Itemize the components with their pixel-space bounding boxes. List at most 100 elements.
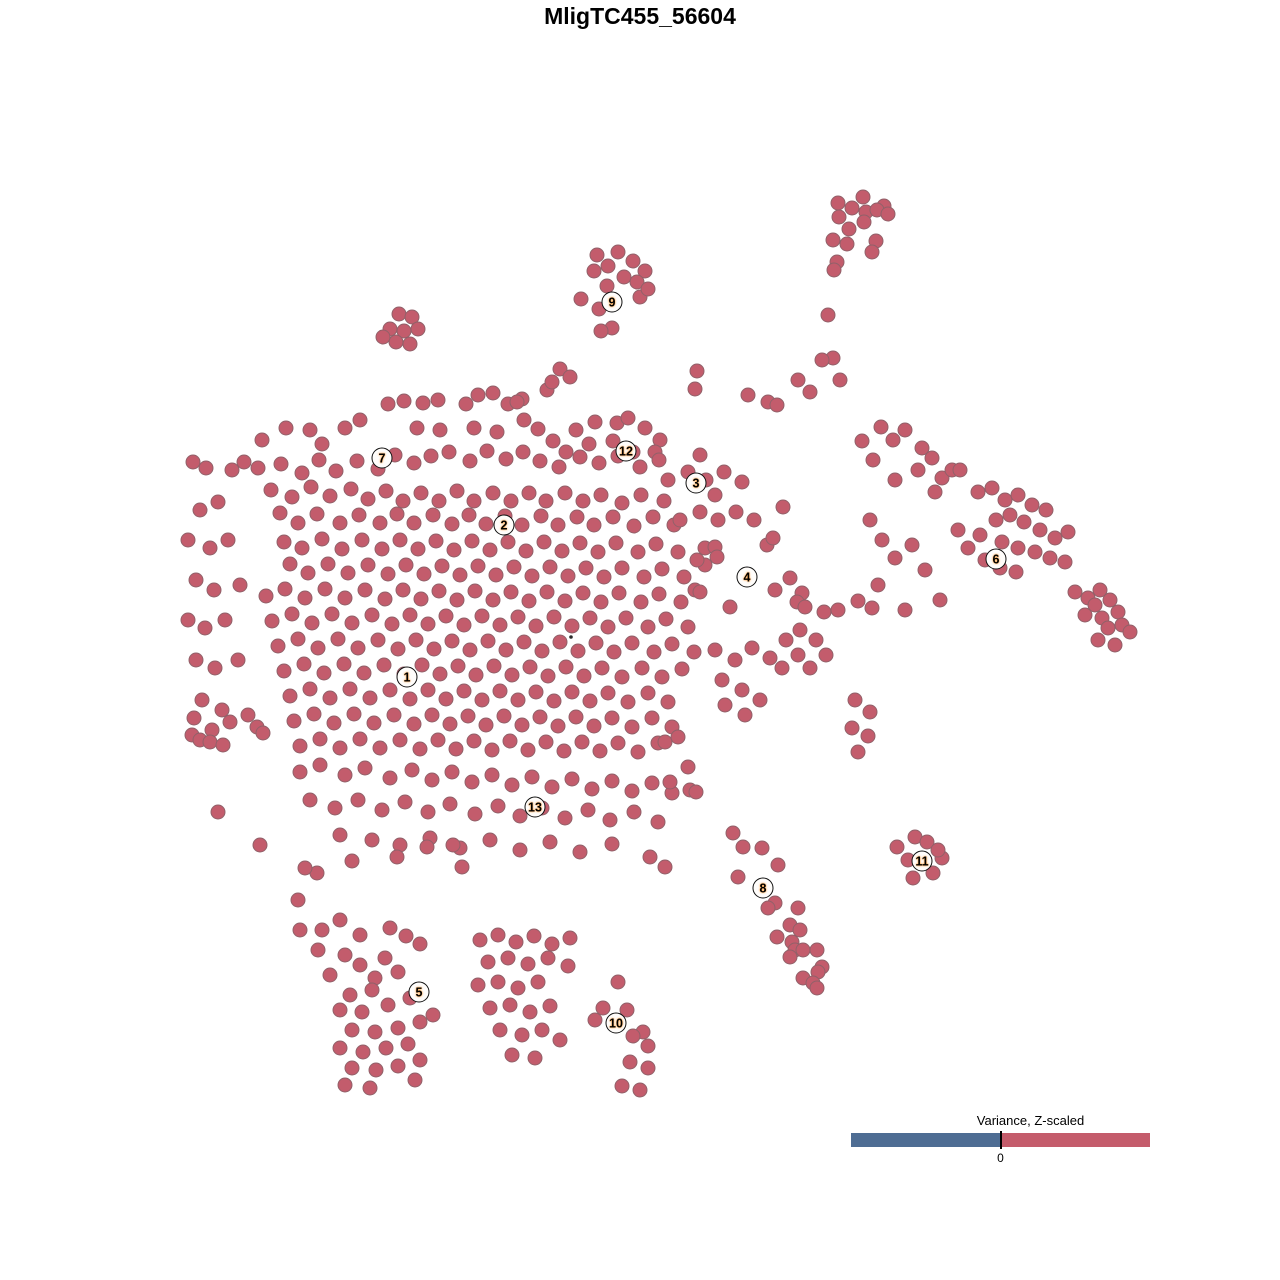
scatter-point: [727, 652, 743, 668]
scatter-point: [584, 781, 600, 797]
scatter-point: [197, 620, 213, 636]
scatter-point: [808, 632, 824, 648]
scatter-point: [431, 583, 447, 599]
scatter-point: [880, 206, 896, 222]
scatter-point: [540, 668, 556, 684]
scatter-point: [1060, 524, 1076, 540]
scatter-point: [528, 618, 544, 634]
scatter-point: [576, 668, 592, 684]
scatter-point: [278, 420, 294, 436]
cluster-label-13: 13: [524, 796, 546, 818]
scatter-point: [616, 269, 632, 285]
scatter-point: [1010, 487, 1026, 503]
scatter-point: [337, 420, 353, 436]
scatter-point: [456, 617, 472, 633]
scatter-point: [630, 744, 646, 760]
scatter-point: [568, 422, 584, 438]
scatter-point: [722, 599, 738, 615]
scatter-point: [830, 195, 846, 211]
scatter-point: [364, 607, 380, 623]
scatter-point: [625, 1028, 641, 1044]
scatter-point: [516, 412, 532, 428]
scatter-point: [456, 683, 472, 699]
scatter-point: [619, 1002, 635, 1018]
scatter-point: [569, 509, 585, 525]
scatter-point: [485, 592, 501, 608]
scatter-point: [556, 743, 572, 759]
scatter-point: [312, 757, 328, 773]
scatter-point: [376, 657, 392, 673]
scatter-point: [449, 592, 465, 608]
scatter-point: [626, 518, 642, 534]
scatter-point: [466, 493, 482, 509]
scatter-point: [390, 641, 406, 657]
scatter-point: [324, 606, 340, 622]
scatter-point: [648, 536, 664, 552]
scatter-point: [413, 485, 429, 501]
scatter-point: [430, 732, 446, 748]
scatter-point: [344, 1022, 360, 1038]
scatter-point: [490, 927, 506, 943]
scatter-point: [336, 656, 352, 672]
scatter-point: [1067, 584, 1083, 600]
scatter-point: [1110, 604, 1126, 620]
scatter-point: [730, 869, 746, 885]
scatter-point: [478, 717, 494, 733]
scatter-point: [506, 559, 522, 575]
scatter-point: [527, 1050, 543, 1066]
scatter-point: [737, 707, 753, 723]
scatter-point: [282, 688, 298, 704]
scatter-point: [454, 859, 470, 875]
scatter-point: [492, 683, 508, 699]
scatter-point: [1087, 597, 1103, 613]
scatter-point: [728, 504, 744, 520]
cluster-label-2: 2: [493, 514, 515, 536]
scatter-point: [854, 433, 870, 449]
scatter-point: [602, 812, 618, 828]
scatter-point: [444, 633, 460, 649]
scatter-point: [404, 762, 420, 778]
scatter-point: [624, 635, 640, 651]
scatter-point: [502, 997, 518, 1013]
scatter-point: [633, 594, 649, 610]
scatter-point: [330, 631, 346, 647]
scatter-point: [354, 1004, 370, 1020]
scatter-point: [646, 644, 662, 660]
cluster-label-4: 4: [736, 566, 758, 588]
scatter-point: [215, 737, 231, 753]
scatter-point: [1038, 502, 1054, 518]
scatter-point: [765, 530, 781, 546]
scatter-point: [306, 706, 322, 722]
scatter-point: [449, 483, 465, 499]
scatter-point: [539, 584, 555, 600]
scatter-point: [486, 658, 502, 674]
scatter-point: [767, 582, 783, 598]
scatter-point: [414, 657, 430, 673]
scatter-point: [657, 859, 673, 875]
scatter-point: [470, 558, 486, 574]
scatter-point: [407, 1072, 423, 1088]
scatter-point: [897, 422, 913, 438]
scatter-point: [375, 329, 391, 345]
scatter-point: [406, 716, 422, 732]
scatter-point: [932, 592, 948, 608]
scatter-point: [362, 1080, 378, 1096]
scatter-point: [344, 853, 360, 869]
scatter-point: [557, 810, 573, 826]
scatter-point: [207, 660, 223, 676]
scatter-point: [904, 537, 920, 553]
scatter-point: [270, 638, 286, 654]
scatter-point: [490, 798, 506, 814]
scatter-point: [542, 559, 558, 575]
scatter-point: [624, 719, 640, 735]
scatter-point: [790, 647, 806, 663]
scatter-point: [581, 436, 597, 452]
scatter-point: [294, 540, 310, 556]
scatter-point: [1102, 592, 1118, 608]
scatter-point: [410, 321, 426, 337]
scatter-point: [606, 644, 622, 660]
scatter-point: [462, 642, 478, 658]
scatter-point: [424, 707, 440, 723]
scatter-point: [412, 741, 428, 757]
